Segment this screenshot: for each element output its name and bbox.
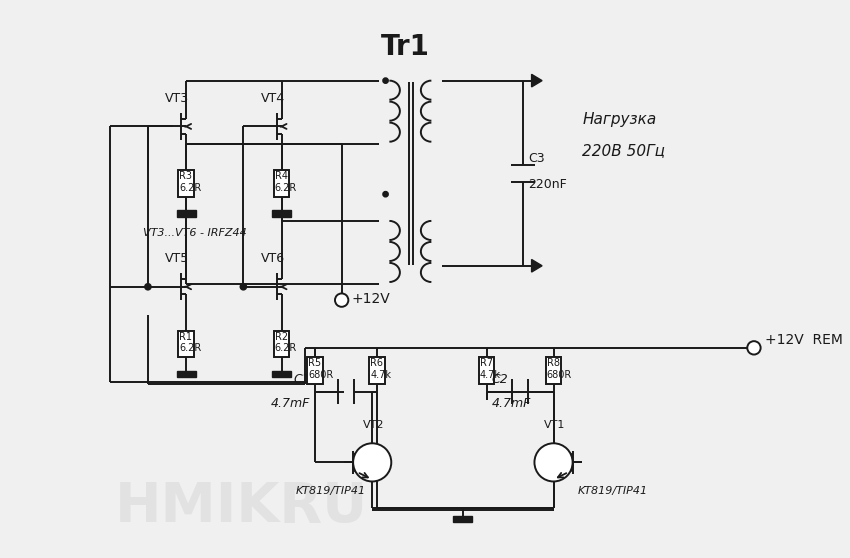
Polygon shape [531,259,542,272]
Text: C3: C3 [528,152,544,165]
Bar [274,170,289,197]
Circle shape [747,341,761,354]
Bar [274,331,289,357]
Text: R7
4.7k: R7 4.7k [480,358,501,380]
Circle shape [353,443,391,482]
Text: VT2: VT2 [363,420,384,430]
Text: Tr1: Tr1 [381,33,430,61]
Text: R5
680R: R5 680R [309,358,333,380]
Circle shape [335,294,348,307]
Text: R8
680R: R8 680R [547,358,572,380]
Circle shape [145,284,150,290]
Text: +12V: +12V [351,292,390,306]
Bar [272,371,291,377]
Bar [177,210,196,217]
Text: VT6: VT6 [261,252,285,266]
Bar [479,357,495,384]
Text: 220В 50Гц: 220В 50Гц [582,143,666,158]
Text: C2: C2 [491,373,508,386]
Bar [272,210,291,217]
Text: R4
6.2R: R4 6.2R [275,171,298,193]
Text: VT4: VT4 [261,92,285,105]
Text: VT1: VT1 [544,420,565,430]
Text: VT3: VT3 [165,92,190,105]
Circle shape [241,284,246,290]
Text: VT3...VT6 - IRFZ44: VT3...VT6 - IRFZ44 [143,228,246,238]
Text: R1
6.2R: R1 6.2R [179,331,201,353]
Text: Нагрузка: Нагрузка [582,112,656,127]
Text: VT5: VT5 [165,252,190,266]
Text: R2
6.2R: R2 6.2R [275,331,298,353]
Circle shape [535,443,573,482]
Bar [178,331,194,357]
Text: C1: C1 [293,373,310,386]
Text: HMIKRU: HMIKRU [115,479,368,533]
Bar [178,170,194,197]
Text: +12V  REM: +12V REM [765,333,843,347]
Text: KT819/TIP41: KT819/TIP41 [296,486,366,496]
Text: 4.7mF: 4.7mF [491,397,531,410]
Bar [308,357,323,384]
Bar [546,357,561,384]
Polygon shape [531,74,542,87]
Circle shape [383,192,388,196]
Bar [370,357,384,384]
Text: KT819/TIP41: KT819/TIP41 [577,486,648,496]
Text: R6
4.7k: R6 4.7k [371,358,391,380]
Text: 4.7mF: 4.7mF [271,397,310,410]
Text: 220nF: 220nF [528,178,566,191]
Circle shape [383,78,388,83]
Bar [177,371,196,377]
Bar [453,516,473,522]
Text: R3
6.2R: R3 6.2R [179,171,201,193]
